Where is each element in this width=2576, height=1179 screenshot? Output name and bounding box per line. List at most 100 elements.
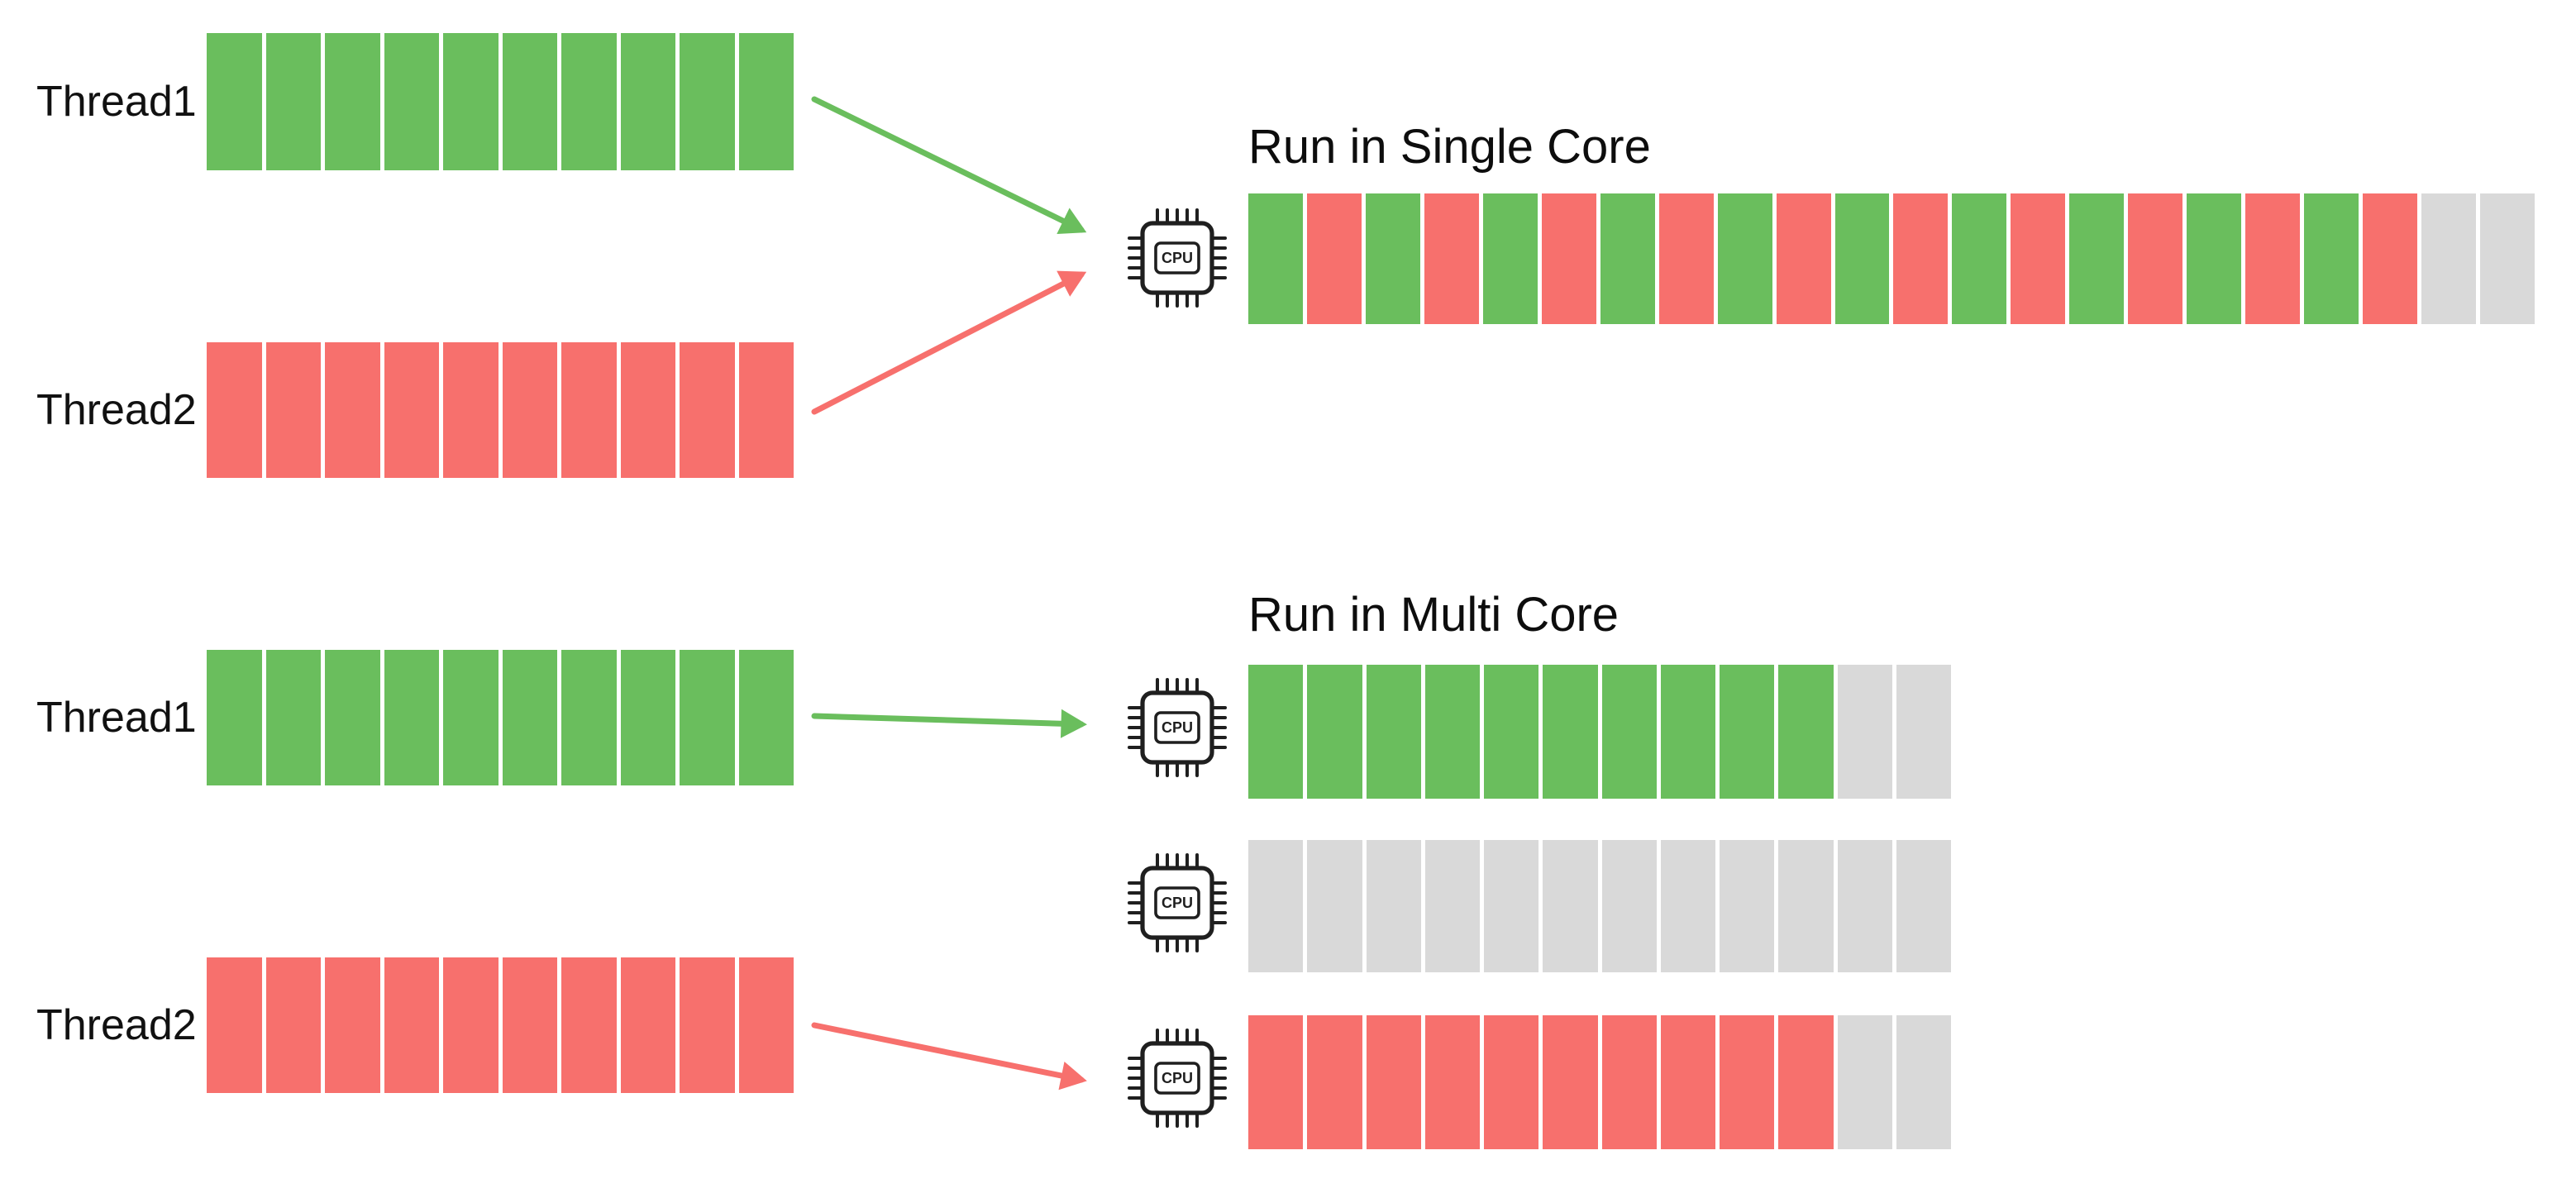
bar-segment-red [1776, 193, 1831, 324]
cpu-icon-label: CPU [1162, 895, 1193, 911]
bar-segment-green [325, 33, 380, 170]
multi-core-thread2-label: Thread2 [36, 1001, 197, 1049]
bar-segment-green [325, 650, 380, 785]
bar-segment-idle [1720, 840, 1775, 972]
bar-segment-idle [1896, 665, 1951, 799]
cpu-inner-frame [1154, 241, 1200, 274]
cpu-body [1140, 690, 1214, 765]
bar-segment-red [620, 342, 675, 478]
bar-segment-idle [1837, 665, 1892, 799]
bar-segment-green [738, 650, 794, 785]
bar-segment-idle [2421, 193, 2477, 324]
bar-segment-idle [1248, 840, 1304, 972]
bar-segment-green [384, 650, 439, 785]
cpu-pins-right [1210, 706, 1227, 749]
bar-segment-red [1601, 1015, 1657, 1149]
bar-segment-red [680, 342, 735, 478]
bar-segment-red [325, 342, 380, 478]
bar-segment-red [1720, 1015, 1775, 1149]
bar-segment-idle [1307, 840, 1362, 972]
cpu-icon-label: CPU [1162, 1070, 1193, 1086]
bar-segment-red [1893, 193, 1949, 324]
cpu-inner-frame [1154, 1062, 1200, 1095]
bar-segment-green [1717, 193, 1772, 324]
bar-segment-idle [1837, 840, 1892, 972]
cpu-pins-top [1156, 1029, 1199, 1045]
bar-segment-green [2187, 193, 2242, 324]
bar-segment-green [207, 650, 262, 785]
bar-segment-green [680, 650, 735, 785]
bar-segment-green [1834, 193, 1890, 324]
single-core-thread1-bar [207, 33, 794, 170]
bar-segment-idle [1601, 840, 1657, 972]
cpu-icon-label: CPU [1162, 719, 1193, 736]
bar-segment-green [2069, 193, 2125, 324]
cpu-pins-bottom [1156, 291, 1199, 308]
multi-core-cpu2-timeline-bar [1248, 840, 1951, 972]
cpu-pins-top [1156, 208, 1199, 225]
cpu-body [1140, 1041, 1214, 1115]
bar-segment-green [502, 33, 557, 170]
single-core-cpu-timeline-bar [1248, 193, 2535, 324]
bar-segment-red [1306, 193, 1362, 324]
cpu-inner-frame [1154, 711, 1200, 744]
bar-segment-green [1248, 193, 1303, 324]
bar-segment-green [680, 33, 735, 170]
multi-core-title: Run in Multi Core [1248, 588, 1620, 642]
bar-segment-green [265, 33, 321, 170]
cpu-pins-left [1128, 1057, 1144, 1100]
bar-segment-green [443, 650, 499, 785]
bar-segment-red [738, 342, 794, 478]
bar-segment-red [384, 342, 439, 478]
bar-segment-red [1658, 193, 1714, 324]
bar-segment-idle [1543, 840, 1598, 972]
bar-segment-red [1248, 1015, 1304, 1149]
bar-segment-green [207, 33, 262, 170]
bar-segment-green [1778, 665, 1834, 799]
cpu-pins-top [1156, 678, 1199, 695]
bar-segment-green [1365, 193, 1420, 324]
bar-segment-red [384, 957, 439, 1093]
cpu-icon: CPU [1124, 205, 1230, 311]
bar-segment-red [620, 957, 675, 1093]
cpu-body [1140, 866, 1214, 940]
bar-segment-red [2128, 193, 2183, 324]
bar-segment-red [443, 957, 499, 1093]
bar-segment-idle [1896, 840, 1951, 972]
bar-segment-green [1720, 665, 1775, 799]
cpu-pins-left [1128, 236, 1144, 279]
bar-segment-green [1248, 665, 1304, 799]
multi-core-thread2-bar [207, 957, 794, 1093]
bar-segment-green [1952, 193, 2007, 324]
bar-segment-green [561, 33, 617, 170]
cpu-pins-bottom [1156, 1111, 1199, 1128]
bar-segment-red [1484, 1015, 1539, 1149]
cpu-pins-bottom [1156, 936, 1199, 952]
bar-segment-red [1543, 1015, 1598, 1149]
cpu-inner-frame [1154, 886, 1200, 919]
cpu-pins-right [1210, 1057, 1227, 1100]
arrow-thread2-to-single-core-cpu [811, 270, 1087, 415]
bar-segment-green [1482, 193, 1538, 324]
bar-segment-red [2363, 193, 2418, 324]
multi-core-cpu3-timeline-bar [1248, 1015, 1951, 1149]
multi-core-thread1-label: Thread1 [36, 694, 197, 742]
bar-segment-idle [1778, 840, 1834, 972]
arrow-thread1-to-single-core-cpu [811, 96, 1087, 234]
bar-segment-red [2245, 193, 2301, 324]
cpu-pins-bottom [1156, 761, 1199, 777]
bar-segment-red [1424, 1015, 1480, 1149]
arrow-thread2-to-multi-core-cpu3 [811, 1022, 1087, 1091]
bar-segment-green [1424, 665, 1480, 799]
bar-segment-red [207, 342, 262, 478]
bar-segment-red [1366, 1015, 1421, 1149]
bar-segment-green [738, 33, 794, 170]
bar-segment-idle [1484, 840, 1539, 972]
bar-segment-green [1307, 665, 1362, 799]
bar-segment-green [384, 33, 439, 170]
bar-segment-red [680, 957, 735, 1093]
bar-segment-green [265, 650, 321, 785]
single-core-title: Run in Single Core [1248, 120, 1651, 174]
bar-segment-red [1660, 1015, 1715, 1149]
